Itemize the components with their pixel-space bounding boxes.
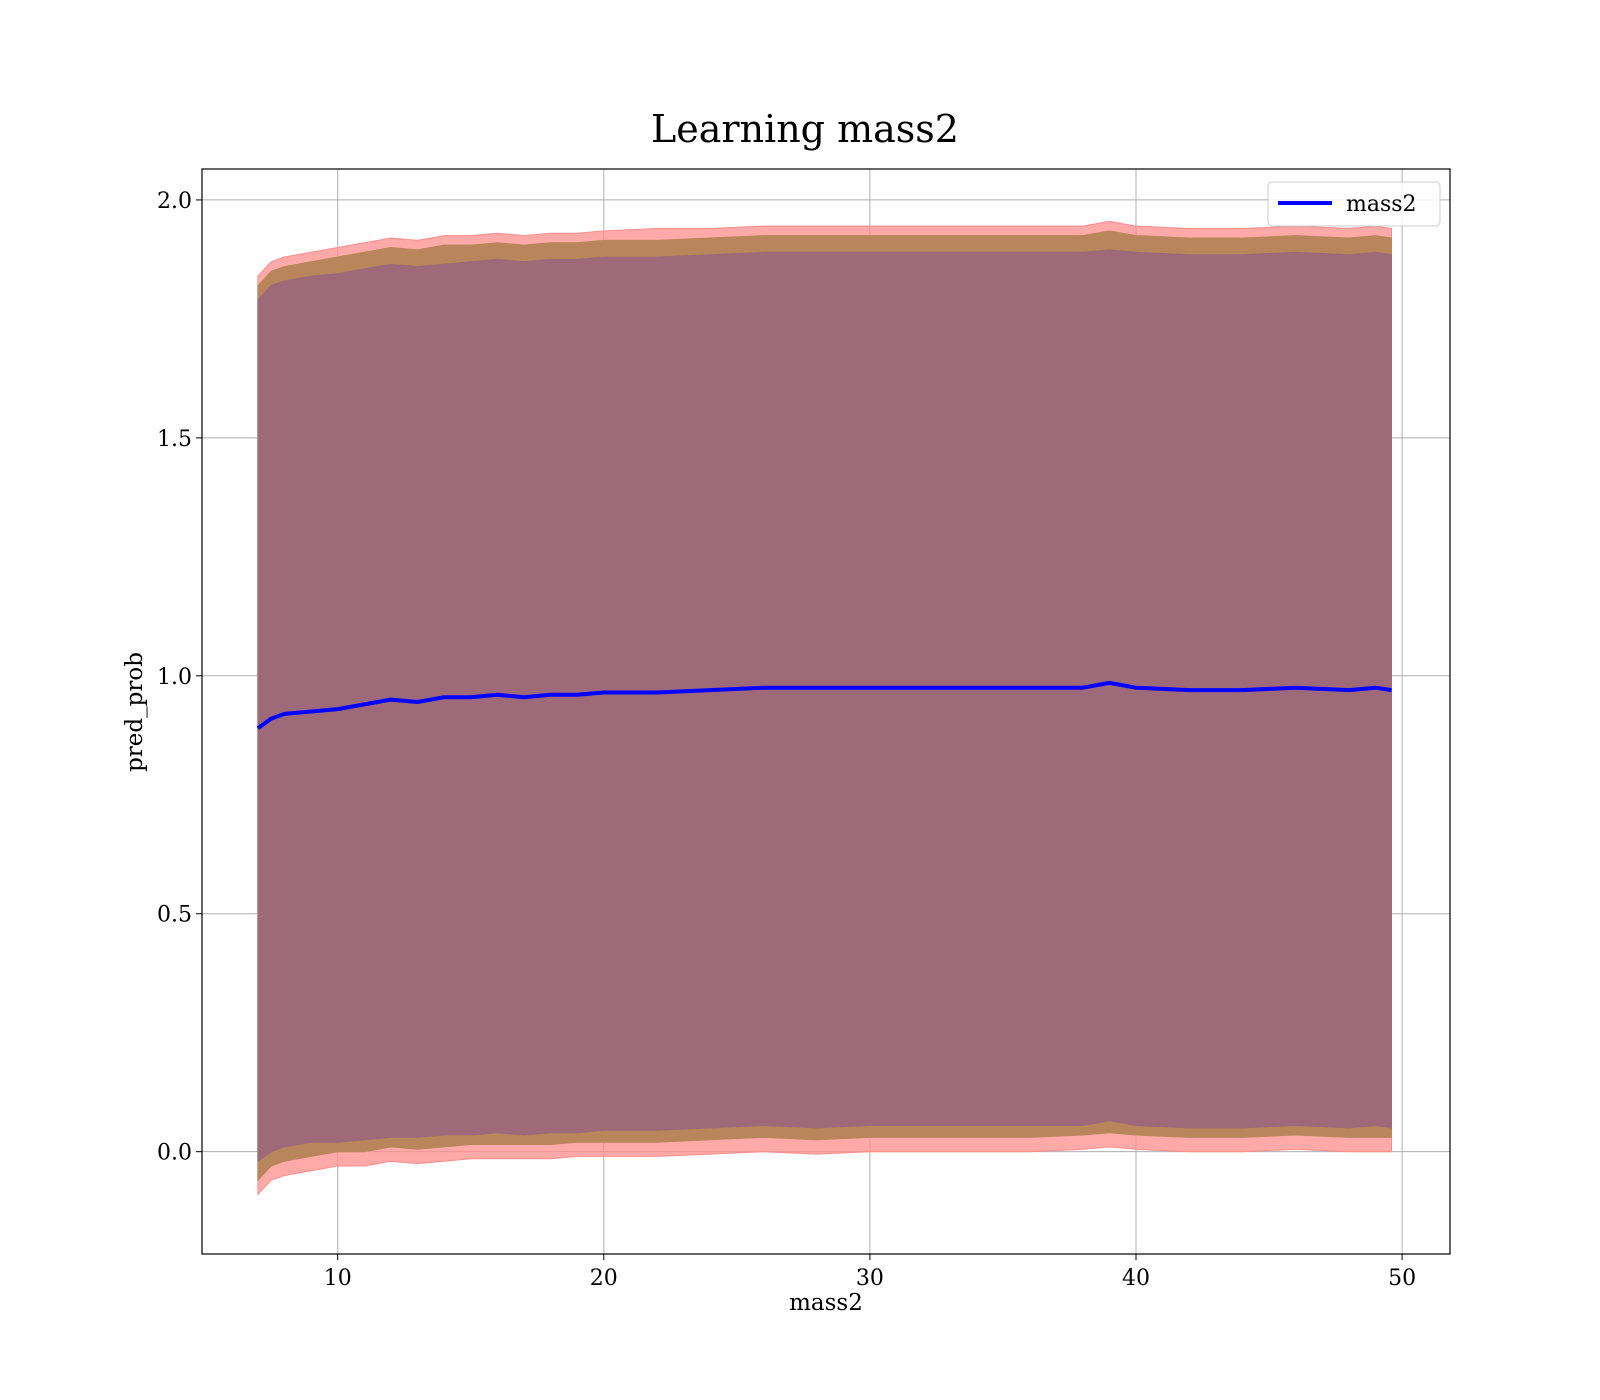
y-tick-label-3: 1.5 — [157, 427, 192, 452]
series-line-mass2 — [256, 680, 1392, 730]
x-tick-label-4: 50 — [1388, 1266, 1416, 1291]
x-tick-label-1: 20 — [590, 1266, 618, 1291]
legend-label-mass2: mass2 — [1346, 192, 1417, 217]
band-2 — [257, 249, 1392, 1163]
x-axis-label: mass2 — [789, 1290, 863, 1316]
y-tick-label-0: 0.0 — [157, 1141, 192, 1166]
series-lines — [256, 680, 1392, 730]
y-axis-label: pred_prob — [122, 652, 148, 772]
x-tick-label-3: 40 — [1122, 1266, 1150, 1291]
y-tick-label-4: 2.0 — [157, 189, 192, 214]
x-tick-label-2: 30 — [856, 1266, 884, 1291]
legend: mass2 — [1267, 181, 1441, 227]
y-axis-ticks: 0.0 0.5 1.0 1.5 2.0 — [157, 189, 202, 1166]
legend-box — [1267, 181, 1441, 227]
y-tick-label-1: 0.5 — [157, 903, 192, 928]
x-tick-label-0: 10 — [324, 1266, 352, 1291]
plot-frame — [201, 168, 1451, 1255]
confidence-bands — [257, 220, 1392, 1196]
x-axis-ticks: 10 20 30 40 50 — [324, 1254, 1416, 1291]
chart-title: Learning mass2 — [651, 107, 959, 151]
y-tick-label-2: 1.0 — [157, 665, 192, 690]
